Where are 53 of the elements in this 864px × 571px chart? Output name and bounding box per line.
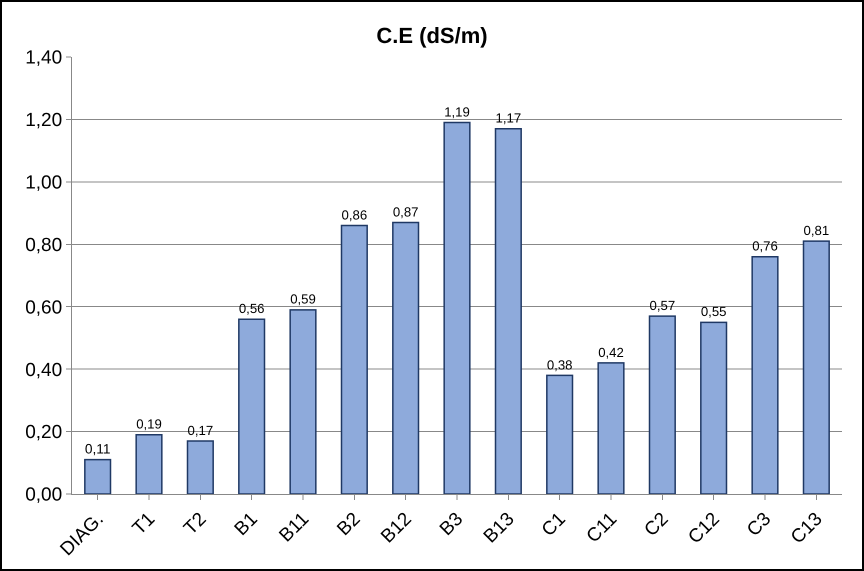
y-tick-label: 0,40 xyxy=(25,360,62,381)
data-label: 0,57 xyxy=(650,298,676,313)
bar xyxy=(84,458,112,494)
y-tick-label: 0,00 xyxy=(25,484,62,506)
data-label: 1,17 xyxy=(496,110,522,126)
data-label: 0,19 xyxy=(136,416,162,432)
chart-title: C.E (dS/m) xyxy=(376,22,488,48)
x-tick-label: T1 xyxy=(128,508,160,540)
y-tick-label: 1,40 xyxy=(25,48,62,69)
bar xyxy=(238,318,266,494)
x-tick-label: B13 xyxy=(480,508,519,548)
data-label: 0,76 xyxy=(752,238,778,254)
data-label: 0,86 xyxy=(342,207,368,222)
y-tick-label: 1,20 xyxy=(25,110,62,132)
bar xyxy=(494,128,522,494)
data-label: 1,19 xyxy=(444,104,470,120)
bar xyxy=(546,374,574,494)
data-label: 0,56 xyxy=(238,301,264,316)
y-tick-label: 0,60 xyxy=(25,297,62,318)
bar xyxy=(135,434,163,494)
data-label: 0,87 xyxy=(392,204,418,220)
bar xyxy=(597,362,625,494)
y-tick-label: 1,00 xyxy=(25,172,62,194)
data-label: 0,81 xyxy=(804,223,830,238)
bar xyxy=(802,240,830,494)
x-tick-label: B1 xyxy=(230,508,262,540)
x-tick-label: B3 xyxy=(436,508,468,540)
bar xyxy=(648,315,676,494)
data-label: 0,11 xyxy=(84,441,110,456)
x-tick-label: B2 xyxy=(333,508,365,540)
x-tick-label: C12 xyxy=(684,508,724,548)
bar xyxy=(700,322,728,494)
bar xyxy=(751,256,779,494)
y-tick-label: 0,80 xyxy=(25,234,62,256)
data-label: 0,55 xyxy=(700,304,726,320)
x-tick-label: C3 xyxy=(743,508,776,541)
bar xyxy=(340,224,368,494)
bar xyxy=(392,222,420,494)
bar xyxy=(443,122,471,494)
x-tick-label: C2 xyxy=(640,508,673,541)
data-label: 0,38 xyxy=(546,357,572,372)
x-tick-label: B11 xyxy=(275,508,314,546)
y-tick-label: 0,20 xyxy=(25,422,62,444)
x-tick-label: T2 xyxy=(180,508,211,540)
bar xyxy=(289,309,317,494)
x-tick-label: C13 xyxy=(787,508,827,548)
x-tick-label: C1 xyxy=(538,508,570,541)
data-label: 0,59 xyxy=(290,292,316,307)
x-tick-label: C11 xyxy=(582,508,622,548)
data-label: 0,42 xyxy=(598,344,624,360)
bar xyxy=(186,440,214,494)
x-tick-label: B12 xyxy=(377,508,416,548)
data-label: 0,17 xyxy=(188,422,214,438)
